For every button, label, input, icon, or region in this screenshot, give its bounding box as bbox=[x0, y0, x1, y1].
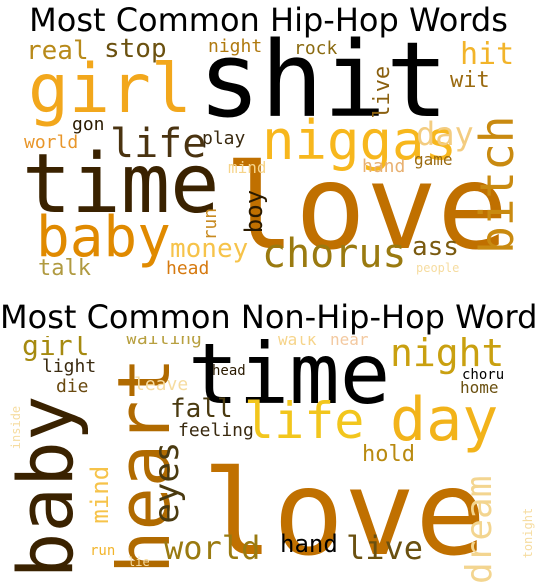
word-night: night bbox=[208, 36, 263, 57]
word-game: game bbox=[414, 150, 453, 169]
word-run: run bbox=[200, 207, 221, 241]
word-feeling: feeling bbox=[178, 420, 254, 441]
word-rock: rock bbox=[294, 38, 338, 59]
word-hand: hand bbox=[280, 530, 338, 558]
word-stop: stop bbox=[104, 36, 167, 64]
word-live: live bbox=[346, 529, 424, 567]
word-shit: shit bbox=[198, 36, 449, 141]
word-world: world bbox=[24, 132, 79, 153]
word-hold: hold bbox=[362, 442, 415, 467]
word-girl: girl bbox=[28, 50, 192, 129]
word-ass: ass bbox=[412, 232, 459, 262]
word-real: real bbox=[26, 36, 89, 66]
word-fall: fall bbox=[170, 394, 233, 424]
word-money: money bbox=[170, 234, 249, 264]
word-gon: gon bbox=[72, 114, 105, 135]
word-leave: leave bbox=[134, 374, 189, 395]
word-walk: walk bbox=[278, 336, 317, 349]
word-play: play bbox=[202, 128, 246, 149]
word-eyes: eyes bbox=[147, 441, 187, 524]
word-people: people bbox=[416, 261, 460, 275]
word-inside: inside bbox=[9, 405, 23, 450]
word-light: light bbox=[42, 356, 97, 377]
word-waiting: waiting bbox=[126, 336, 202, 349]
word-love: love bbox=[224, 138, 509, 276]
word-time: time bbox=[22, 137, 220, 232]
non-hiphop-wordcloud-title: Most Common Non-Hip-Hop Words bbox=[0, 298, 537, 336]
word-boy: boy bbox=[240, 189, 268, 234]
word-wit: wit bbox=[450, 68, 490, 93]
word-tonight: tonight bbox=[521, 507, 535, 559]
hiphop-wordcloud: shit love time girl niggas baby bitch chorus lif… bbox=[0, 36, 537, 286]
word-love: love bbox=[202, 444, 487, 582]
word-mind: mind bbox=[86, 465, 114, 524]
word-day: day bbox=[416, 115, 474, 153]
hiphop-wordcloud-title: Most Common Hip-Hop Words bbox=[29, 1, 508, 39]
word-run: run bbox=[90, 543, 116, 559]
word-head: head bbox=[212, 363, 246, 379]
word-world: world bbox=[164, 529, 261, 567]
word-live: live bbox=[370, 65, 395, 119]
word-dream: dream bbox=[459, 475, 500, 584]
word-girl: girl bbox=[22, 336, 90, 362]
word-mind: mind bbox=[228, 158, 267, 177]
hiphop-wordcloud-panel: Most Common Hip-Hop Words shit love time gi… bbox=[0, 0, 537, 290]
word-chorus: chorus bbox=[262, 231, 407, 277]
word-night: night bbox=[390, 336, 505, 375]
word-hit: hit bbox=[460, 37, 515, 72]
word-hear: hear bbox=[330, 336, 369, 349]
word-life: life bbox=[110, 121, 207, 167]
word-life: life bbox=[244, 392, 365, 450]
word-bitch: bitch bbox=[470, 115, 524, 254]
word-hand: hand bbox=[362, 156, 406, 177]
word-home: home bbox=[460, 378, 499, 397]
word-niggas: niggas bbox=[262, 109, 458, 172]
word-baby: baby bbox=[36, 205, 171, 270]
word-talk: talk bbox=[38, 256, 91, 281]
non-hiphop-wordcloud-panel: Most Common Non-Hip-Hop Words love time ba… bbox=[0, 293, 537, 586]
word-day: day bbox=[390, 385, 499, 455]
word-head: head bbox=[166, 258, 210, 279]
non-hiphop-wordcloud: love time baby heart day life night world live ey… bbox=[0, 336, 537, 584]
word-time: time bbox=[188, 336, 391, 423]
word-die: die bbox=[56, 376, 89, 397]
word-choru: choru bbox=[462, 367, 505, 383]
word-lie: lie bbox=[128, 555, 150, 569]
